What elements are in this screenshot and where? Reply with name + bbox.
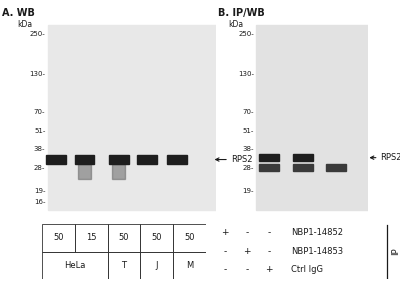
- Text: M: M: [186, 261, 193, 270]
- Bar: [293, 154, 312, 161]
- Text: -: -: [223, 247, 226, 256]
- Text: 38-: 38-: [34, 146, 45, 152]
- Text: 250-: 250-: [238, 31, 254, 37]
- Bar: [109, 155, 128, 164]
- Bar: [173, 224, 206, 252]
- Text: 50: 50: [53, 233, 64, 243]
- Text: 250-: 250-: [30, 31, 45, 37]
- Bar: [42, 252, 108, 279]
- Bar: [74, 155, 94, 164]
- Text: 51-: 51-: [34, 128, 45, 134]
- Bar: [75, 224, 108, 252]
- Bar: [46, 155, 66, 164]
- Text: 38-: 38-: [242, 146, 254, 152]
- Text: NBP1-14853: NBP1-14853: [291, 247, 343, 256]
- Text: 70-: 70-: [242, 109, 254, 115]
- Text: 16-: 16-: [34, 199, 45, 205]
- Text: 51-: 51-: [243, 128, 254, 134]
- Bar: [173, 252, 206, 279]
- Bar: [42, 224, 75, 252]
- Bar: [293, 164, 312, 171]
- Text: RPS2: RPS2: [231, 155, 253, 164]
- Text: HeLa: HeLa: [64, 261, 86, 270]
- Bar: [112, 164, 125, 179]
- Bar: [108, 224, 140, 252]
- Text: 19-: 19-: [34, 188, 45, 194]
- Text: 28-: 28-: [243, 165, 254, 171]
- Text: RPS2: RPS2: [380, 153, 400, 162]
- Bar: [167, 155, 187, 164]
- Text: 50: 50: [152, 233, 162, 243]
- Text: 15: 15: [86, 233, 96, 243]
- Bar: [137, 155, 157, 164]
- Text: 19-: 19-: [242, 188, 254, 194]
- Text: IP: IP: [391, 247, 400, 255]
- Text: -: -: [267, 247, 270, 256]
- Text: NBP1-14852: NBP1-14852: [291, 228, 343, 237]
- Text: 130-: 130-: [29, 71, 45, 77]
- Text: +: +: [221, 228, 228, 237]
- Text: A. WB: A. WB: [2, 8, 35, 18]
- Bar: [140, 224, 173, 252]
- Text: -: -: [223, 265, 226, 274]
- Text: -: -: [245, 228, 248, 237]
- Text: J: J: [156, 261, 158, 270]
- Text: 50: 50: [119, 233, 129, 243]
- Bar: [140, 252, 173, 279]
- Text: T: T: [122, 261, 126, 270]
- Bar: [108, 252, 140, 279]
- Text: 130-: 130-: [238, 71, 254, 77]
- Text: +: +: [243, 247, 250, 256]
- Bar: [259, 164, 279, 171]
- Bar: [48, 25, 216, 210]
- Bar: [256, 25, 368, 210]
- Bar: [259, 154, 279, 161]
- Text: kDa: kDa: [228, 20, 243, 29]
- Bar: [78, 164, 91, 179]
- Text: 70-: 70-: [34, 109, 45, 115]
- Text: -: -: [267, 228, 270, 237]
- Text: B. IP/WB: B. IP/WB: [218, 8, 264, 18]
- Text: kDa: kDa: [17, 20, 32, 29]
- Text: +: +: [265, 265, 273, 274]
- Text: Ctrl IgG: Ctrl IgG: [291, 265, 323, 274]
- Text: 28-: 28-: [34, 165, 45, 171]
- Text: 50: 50: [184, 233, 195, 243]
- Bar: [326, 164, 346, 171]
- Text: -: -: [245, 265, 248, 274]
